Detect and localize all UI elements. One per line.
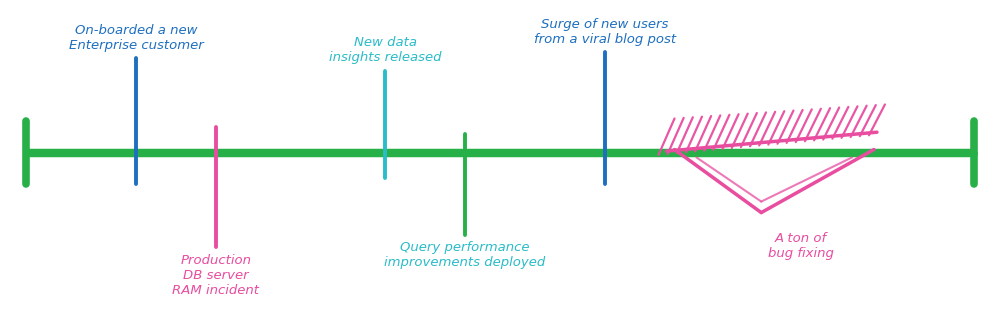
Text: Surge of new users
from a viral blog post: Surge of new users from a viral blog pos… bbox=[534, 17, 676, 45]
Text: A ton of
bug fixing: A ton of bug fixing bbox=[768, 232, 834, 259]
Text: Production
DB server
RAM incident: Production DB server RAM incident bbox=[172, 253, 259, 297]
Text: On-boarded a new
Enterprise customer: On-boarded a new Enterprise customer bbox=[69, 24, 203, 52]
Text: New data
insights released: New data insights released bbox=[329, 37, 442, 65]
Text: Query performance
improvements deployed: Query performance improvements deployed bbox=[384, 241, 546, 269]
